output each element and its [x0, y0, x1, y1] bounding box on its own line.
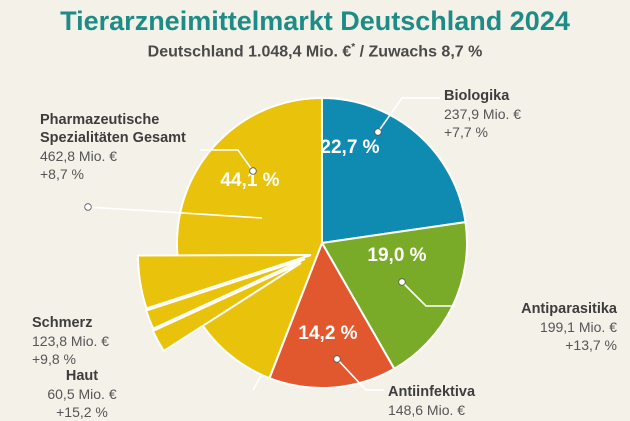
label-antiinfektiva-value: 148,6 Mio. € [388, 402, 466, 418]
pct-label-biologika: 22,7 % [320, 137, 379, 158]
leader-antiinfektiva [336, 358, 384, 391]
slice-haut [144, 258, 306, 330]
label-spezialitaeten-value: 462,8 Mio. € [40, 148, 118, 164]
pie-chart: 22,7 % 19,0 % 14,2 % 44,1 % [84, 96, 468, 391]
leader-spezialitaeten-pct [200, 149, 254, 172]
label-schmerz-growth: +9,8 % [32, 351, 76, 367]
label-biologika-value: 237,9 Mio. € [444, 106, 522, 122]
label-biologika: Biologika 237,9 Mio. € +7,7 % [444, 87, 521, 141]
label-antiparasitika-growth: +13,7 % [565, 337, 617, 353]
label-antiparasitika: Antiparasitika 199,1 Mio. € +13,7 % [455, 300, 617, 354]
slice-biologika [321, 96, 467, 245]
chart-title: Tierarzneimittelmarkt Deutschland 2024 [60, 6, 570, 36]
pct-label-antiparasitika: 19,0 % [367, 245, 426, 266]
label-schmerz-name: Schmerz [32, 315, 93, 331]
footnote-mark: * [351, 42, 356, 53]
label-spezialitaeten-growth: +8,7 % [40, 166, 84, 182]
label-haut-value: 60,5 Mio. € [47, 386, 117, 402]
label-schmerz-value: 123,8 Mio. € [32, 333, 110, 349]
leader-biologika [377, 97, 440, 133]
label-schmerz: Schmerz 123,8 Mio. € +9,8 % [32, 314, 109, 368]
slice-other [151, 262, 302, 353]
slice-schmerz [136, 254, 312, 310]
label-antiinfektiva: Antiinfektiva 148,6 Mio. € [388, 383, 475, 419]
subtitle-growth: / Zuwachs 8,7 % [359, 43, 483, 61]
label-haut-name: Haut [65, 368, 99, 384]
label-spezialitaeten-name-2: Spezialitäten Gesamt [40, 130, 186, 146]
leader-antiinfektiva-dot [333, 355, 341, 363]
slice-antiinfektiva [268, 240, 396, 389]
label-biologika-growth: +7,7 % [444, 124, 488, 140]
label-antiparasitika-name: Antiparasitika [521, 301, 617, 317]
leader-bottom [252, 373, 263, 391]
label-spezialitaeten-name-1: Pharmazeutische [40, 112, 160, 128]
label-haut: Haut 60,5 Mio. € +15,2 % [36, 367, 128, 421]
leader-biologika-dot [374, 128, 382, 136]
subtitle-total: Deutschland 1.048,4 Mio. € [147, 43, 352, 61]
leader-antiparasitika [401, 281, 455, 307]
pct-label-antiinfektiva: 14,2 % [298, 323, 357, 344]
chart-subtitle: Deutschland 1.048,4 Mio. €* / Zuwachs 8,… [0, 42, 630, 61]
leader-spezialitaeten-pct-dot [249, 167, 257, 175]
label-antiinfektiva-name: Antiinfektiva [388, 384, 476, 400]
label-antiparasitika-value: 199,1 Mio. € [539, 319, 617, 335]
pct-label-spezialitaeten: 44,1 % [220, 170, 279, 191]
leader-spezialitaeten-dot [84, 203, 92, 211]
label-spezialitaeten: Pharmazeutische Spezialitäten Gesamt 462… [40, 111, 186, 183]
label-haut-growth: +15,2 % [56, 404, 108, 420]
leader-spezialitaeten [87, 206, 263, 219]
leader-antiparasitika-dot [398, 278, 406, 286]
label-biologika-name: Biologika [444, 88, 510, 104]
